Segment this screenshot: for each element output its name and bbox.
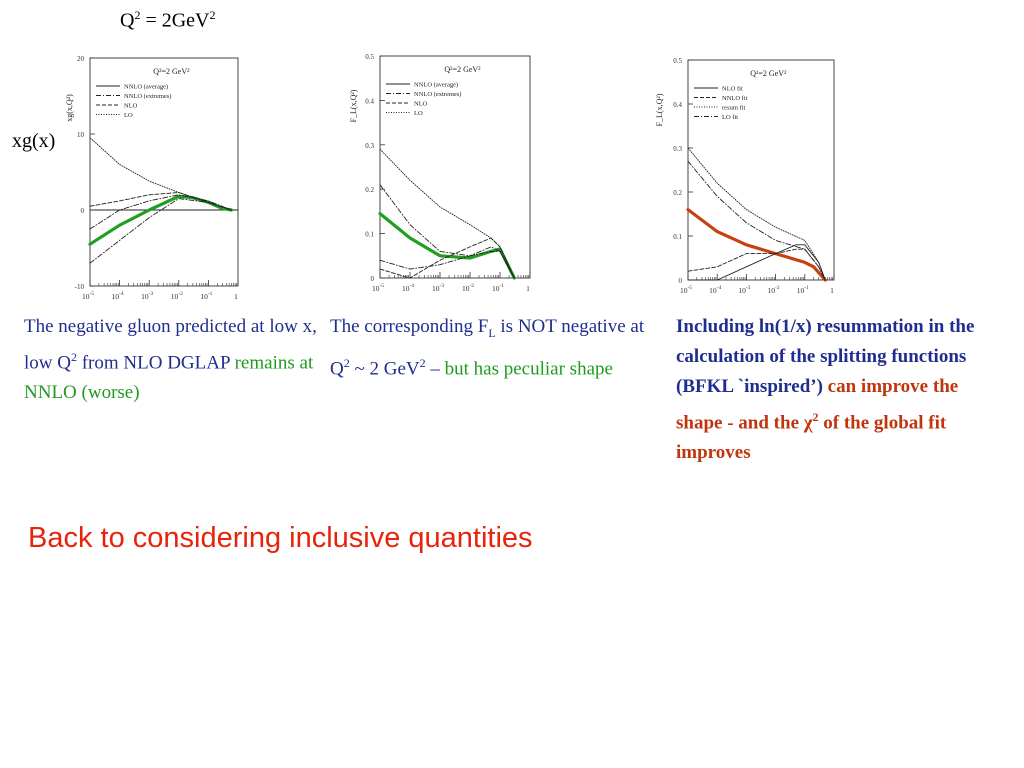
y-tick-label: 0.5 [365,53,374,61]
x-tick-label: 10-1 [797,285,809,295]
headline: Back to considering inclusive quantities [28,522,533,554]
y-axis-label: F_L(x,Q²) [655,93,664,126]
series-line [379,246,515,279]
x-tick-label: 10-3 [738,285,750,295]
x-tick-label: 10-5 [680,285,692,295]
fl-chart: 0 0.1 0.2 0.3 0.4 0.5 10-5 10-4 10-3 10-2 10-1 1 F_L… [349,53,531,293]
series-line [89,194,232,230]
page-title: Q2 = 2GeV2 [120,8,216,32]
y-tick-label: 0 [679,277,683,285]
in-plot-label: Q²=2 GeV² [750,69,787,78]
caption-resum: Including ln(1/x) resummation in the cal… [676,316,975,464]
in-plot-label: Q²=2 GeV² [153,67,190,76]
x-tick-label: 10-2 [768,285,780,295]
y-tick-label: 0.4 [365,97,374,105]
x-tick-label: 1 [234,292,238,301]
caption-fl: The corresponding FL is NOT negative at … [330,316,645,380]
legend-entry: LO [414,110,423,117]
legend-entry: NLO fit [722,86,743,93]
series-line [89,192,232,211]
legend-entry: LO [124,112,133,119]
plot-frame [379,55,531,279]
legend-entry: LO fit [722,114,738,121]
x-tick-label: 10-2 [462,283,474,293]
y-axis-label: F_L(x,Q²) [349,89,358,122]
y-tick-label: 0.3 [673,145,682,153]
caption-gluon: The negative gluon predicted at low x, l… [24,316,317,404]
x-tick-label: 10-4 [709,285,721,295]
side-axis-label: xg(x) [12,130,56,152]
x-tick-label: 10-4 [112,291,124,301]
fl-resum-chart: 0 0.1 0.2 0.3 0.4 0.5 10-5 10-4 10-3 10-2 10-1 1 F_L… [655,57,835,295]
y-tick-label: 0.4 [673,101,682,109]
series-line [88,194,233,246]
x-tick-label: 10-1 [200,291,212,301]
y-tick-label: 0.2 [673,189,682,197]
series-line [379,237,515,279]
y-tick-label: 0.3 [365,142,374,150]
gluon-chart: -10 0 10 20 10-5 10-4 10-3 10-2 10-1 1 xg(x,Q²) Q²=… [65,55,239,301]
plot-frame [687,59,835,281]
x-tick-label: 1 [526,284,530,293]
legend-entry: NNLO (average) [124,84,168,91]
x-tick-label: 10-1 [492,283,504,293]
x-tick-label: 10-5 [82,291,94,301]
series-line [687,147,826,281]
legend-entry: NNLO (average) [414,82,458,89]
plot-frame [89,57,239,287]
series-line [379,148,515,279]
legend-entry: NNLO (extremes) [414,91,461,98]
legend-entry: resum fit [722,105,745,112]
x-tick-label: 1 [830,286,834,295]
x-tick-label: 10-5 [372,283,384,293]
in-plot-label: Q²=2 GeV² [444,65,481,74]
y-tick-label: 0.2 [365,186,374,194]
legend-entry: NLO [124,103,138,110]
x-tick-label: 10-3 [432,283,444,293]
series-line [89,137,232,211]
y-tick-label: -10 [75,283,85,291]
x-tick-label: 10-2 [171,291,183,301]
series-line [378,212,516,280]
x-tick-label: 10-4 [402,283,414,293]
legend-entry: NNLO (extremes) [124,93,171,100]
y-tick-label: 20 [77,55,85,63]
y-tick-label: 0 [81,207,85,215]
y-tick-label: 0.1 [673,233,682,241]
y-axis-label: xg(x,Q²) [65,94,74,122]
y-tick-label: 0 [371,275,375,283]
legend-entry: NNLO fit [722,95,748,102]
legend-entry: NLO [414,101,428,108]
y-tick-label: 10 [77,131,85,139]
x-tick-label: 10-3 [141,291,153,301]
y-tick-label: 0.1 [365,231,374,239]
series-line [687,160,826,281]
y-tick-label: 0.5 [673,57,682,65]
